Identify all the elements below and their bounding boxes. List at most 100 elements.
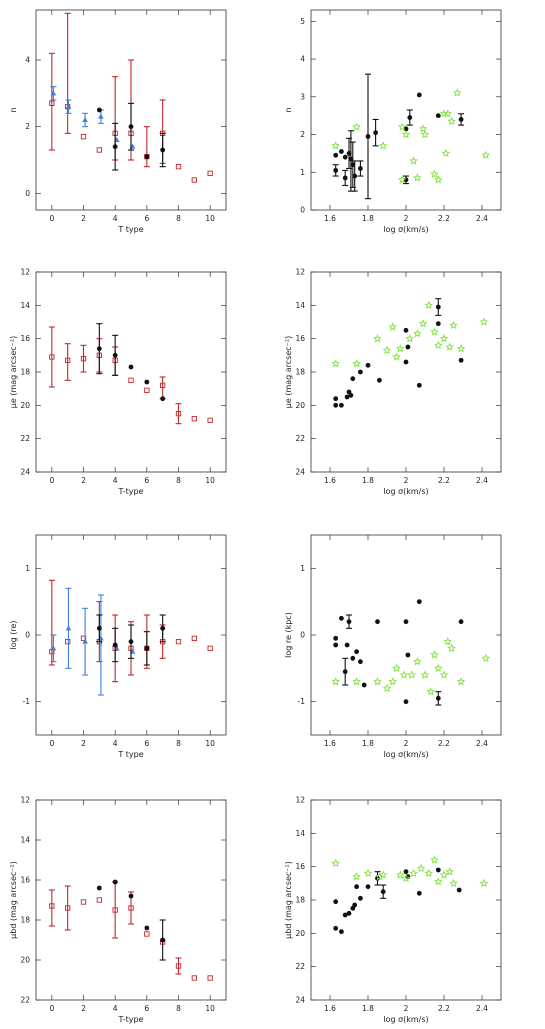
data-point <box>377 377 382 383</box>
data-point <box>358 895 363 901</box>
data-point <box>333 396 339 402</box>
data-point <box>443 637 453 646</box>
y-tick-label: 12 <box>295 268 305 277</box>
y-axis-label: n <box>284 107 293 112</box>
x-tick-label: 10 <box>205 739 215 748</box>
x-tick-label: 2 <box>81 214 86 223</box>
panel-logre-vs-ttype: 0 2 4 6 8 10 -1 0 1 T type log (re) <box>9 534 227 759</box>
data-point <box>144 379 150 385</box>
y-tick-label: 14 <box>20 836 30 845</box>
y-axis-label: μbd (mag arcsec⁻²) <box>9 861 18 939</box>
data-point <box>397 175 407 184</box>
data-point <box>352 173 358 179</box>
data-point <box>424 300 434 310</box>
panel-n-vs-ttype: 0 2 4 6 8 10 0 2 4 T type n <box>9 9 227 234</box>
data-point <box>65 639 71 645</box>
x-tick-label: 4 <box>113 1004 118 1013</box>
series-green <box>331 637 491 696</box>
data-point <box>456 887 462 893</box>
data-point <box>344 642 350 648</box>
data-point <box>479 317 489 326</box>
series-green <box>331 855 489 888</box>
data-point <box>331 141 340 150</box>
data-point <box>361 682 367 688</box>
series-black <box>333 298 464 408</box>
data-point <box>342 669 348 675</box>
data-point <box>80 134 87 140</box>
x-tick-label: 0 <box>49 214 54 223</box>
data-point <box>333 167 339 173</box>
data-point <box>342 175 348 181</box>
x-tick-label: 1.6 <box>324 214 336 223</box>
data-point <box>98 113 104 119</box>
data-point <box>128 893 134 899</box>
data-point <box>456 344 466 353</box>
y-axis-label: μbd (mag arcsec⁻²) <box>284 861 293 939</box>
data-point <box>333 402 339 408</box>
data-point <box>409 156 418 165</box>
x-tick-label: 0 <box>49 739 54 748</box>
data-point <box>354 884 359 890</box>
y-tick-label: 22 <box>20 434 30 443</box>
y-axis-label: log re (kpc) <box>284 612 293 658</box>
panel-mubd-vs-ttype: 0 2 4 6 8 10 12 14 16 18 20 22 T-type μbd (mag arcsec… <box>9 796 227 1024</box>
data-point <box>445 342 454 351</box>
series-green <box>331 300 489 368</box>
data-point <box>399 670 409 679</box>
plot-frame <box>310 534 502 736</box>
data-point <box>342 912 348 918</box>
data-point <box>65 905 71 911</box>
y-axis-label: μe (mag arcsec⁻²) <box>9 336 18 408</box>
y-tick-label: 16 <box>20 334 30 343</box>
panel-n-vs-sigma: 1.6 1.8 2 2.2 2.4 0 1 2 3 4 5 log σ(km/s) n <box>284 9 502 234</box>
data-point <box>128 377 134 383</box>
data-point <box>358 659 363 665</box>
data-point <box>416 890 422 896</box>
data-point <box>112 144 118 150</box>
series-black <box>333 599 464 706</box>
series-black <box>96 879 166 961</box>
x-tick-label: 2.4 <box>476 739 488 748</box>
data-point <box>207 170 213 176</box>
data-point <box>331 677 340 686</box>
series-red <box>48 12 213 183</box>
data-point <box>50 645 57 651</box>
x-axis-label: log σ(km/s) <box>383 487 428 496</box>
y-tick-label: 12 <box>295 796 305 805</box>
data-point <box>331 359 340 368</box>
data-point <box>346 150 352 156</box>
y-tick-label: 16 <box>295 862 305 871</box>
data-point <box>424 868 434 878</box>
x-axis-label: T-type <box>118 487 144 496</box>
y-tick-label: 4 <box>25 56 30 65</box>
data-point <box>413 329 422 338</box>
x-tick-label: 2 <box>404 214 409 223</box>
data-point <box>435 304 441 310</box>
data-point <box>401 873 411 883</box>
data-point <box>207 645 213 651</box>
data-point <box>403 327 409 333</box>
data-point <box>481 653 491 663</box>
y-tick-label: 1 <box>300 564 305 573</box>
data-point <box>447 116 456 126</box>
data-point <box>49 354 55 360</box>
y-tick-label: 0 <box>300 631 305 640</box>
y-tick-label: 22 <box>295 962 305 971</box>
x-tick-label: 10 <box>205 476 215 485</box>
data-point <box>426 687 435 696</box>
x-tick-label: 1.8 <box>362 1004 374 1013</box>
data-point <box>342 154 348 160</box>
data-point <box>350 655 356 661</box>
series-red <box>48 326 213 425</box>
data-point <box>439 670 449 679</box>
data-point <box>82 117 88 122</box>
data-point <box>378 870 388 879</box>
data-point <box>435 695 441 701</box>
data-point <box>397 122 407 131</box>
data-point <box>82 638 88 644</box>
data-point <box>175 963 182 969</box>
x-tick-label: 8 <box>176 214 181 223</box>
data-point <box>339 929 344 935</box>
series-black <box>333 867 462 935</box>
data-point <box>49 903 55 909</box>
